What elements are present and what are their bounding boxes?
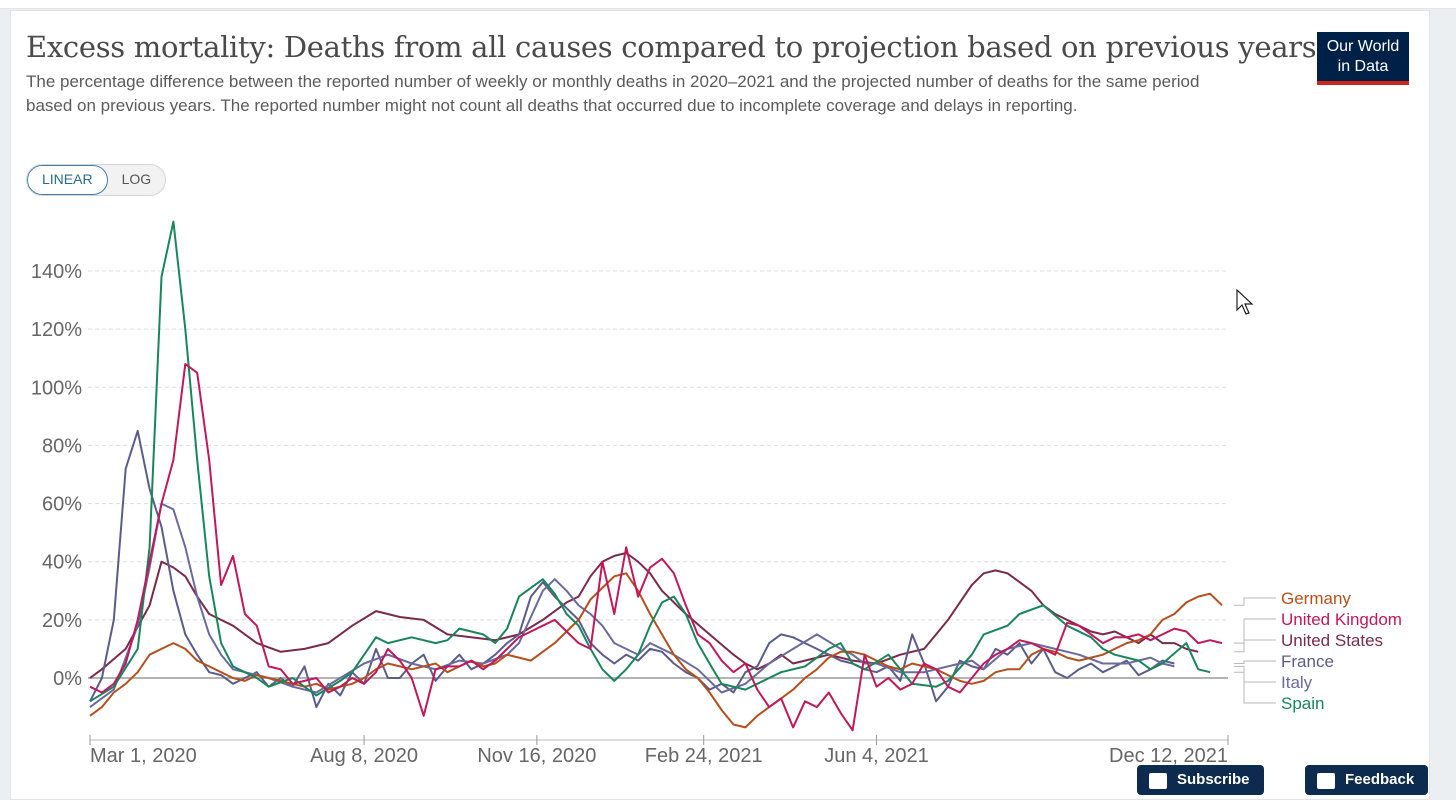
scale-toggle: LINEAR LOG <box>26 164 167 196</box>
x-tick-label-0: Mar 1, 2020 <box>90 745 197 767</box>
linear-scale-button[interactable]: LINEAR <box>27 165 108 195</box>
series-line-united-states[interactable] <box>89 552 1199 679</box>
logo-line-1: Our World <box>1326 38 1400 55</box>
browser-top-strip <box>0 0 1456 9</box>
x-tick-label-4: Jun 4, 2021 <box>824 745 929 767</box>
series-line-spain[interactable] <box>89 220 1211 703</box>
y-axis-labels: 0% 20% 40% 60% 80% 100% 120% 140% <box>31 261 82 690</box>
legend-connector-united-kingdom <box>1234 618 1276 644</box>
legend-label-france[interactable]: France <box>1281 652 1334 671</box>
logo-line-2: in Data <box>1337 58 1389 75</box>
x-axis: Mar 1, 2020 Aug 8, 2020 Nov 16, 2020 Feb 24… <box>89 735 1229 767</box>
y-tick-label-140: 140% <box>31 261 82 283</box>
x-tick-label-3: Feb 24, 2021 <box>645 745 763 767</box>
feedback-button[interactable]: Feedback <box>1305 765 1429 795</box>
y-tick-label-120: 120% <box>31 319 82 341</box>
subscribe-button[interactable]: Subscribe <box>1137 765 1264 795</box>
y-tick-label-60: 60% <box>42 494 82 516</box>
legend-connector-spain <box>1234 671 1276 704</box>
log-scale-button[interactable]: LOG <box>121 171 152 187</box>
legend-label-spain[interactable]: Spain <box>1281 694 1324 713</box>
legend-label-united-kingdom[interactable]: United Kingdom <box>1281 610 1402 629</box>
y-tick-label-0: 0% <box>53 668 82 690</box>
y-tick-label-100: 100% <box>31 377 82 399</box>
owid-logo[interactable]: Our World in Data <box>1317 32 1409 85</box>
legend-label-united-states[interactable]: United States <box>1281 631 1383 650</box>
series-line-germany[interactable] <box>89 572 1223 729</box>
chart-title: Excess mortality: Deaths from all causes… <box>26 30 1317 64</box>
series-line-italy[interactable] <box>89 502 1175 708</box>
subscribe-icon <box>1149 773 1167 789</box>
legend: Germany United Kingdom United States France… <box>1234 589 1402 713</box>
chart-subtitle: The percentage difference between the re… <box>26 72 1200 115</box>
legend-connector-france <box>1234 660 1276 664</box>
series-lines <box>89 220 1223 732</box>
feedback-label: Feedback <box>1345 771 1415 788</box>
x-tick-label-1: Aug 8, 2020 <box>310 745 418 767</box>
x-tick-label-5: Dec 12, 2021 <box>1109 745 1228 767</box>
y-tick-label-20: 20% <box>42 610 82 632</box>
legend-label-italy[interactable]: Italy <box>1281 673 1313 692</box>
feedback-icon <box>1317 773 1335 789</box>
y-tick-label-40: 40% <box>42 552 82 574</box>
series-line-united-kingdom[interactable] <box>89 363 1223 732</box>
subscribe-label: Subscribe <box>1177 771 1250 788</box>
x-tick-label-2: Nov 16, 2020 <box>477 745 596 767</box>
legend-connector-germany <box>1234 597 1276 606</box>
chart-card <box>10 10 1430 800</box>
mouse-cursor-icon <box>1236 289 1254 315</box>
y-tick-label-80: 80% <box>42 435 82 457</box>
legend-connector-united-states <box>1234 639 1276 653</box>
legend-label-germany[interactable]: Germany <box>1281 589 1351 608</box>
legend-connector-italy <box>1234 665 1276 683</box>
